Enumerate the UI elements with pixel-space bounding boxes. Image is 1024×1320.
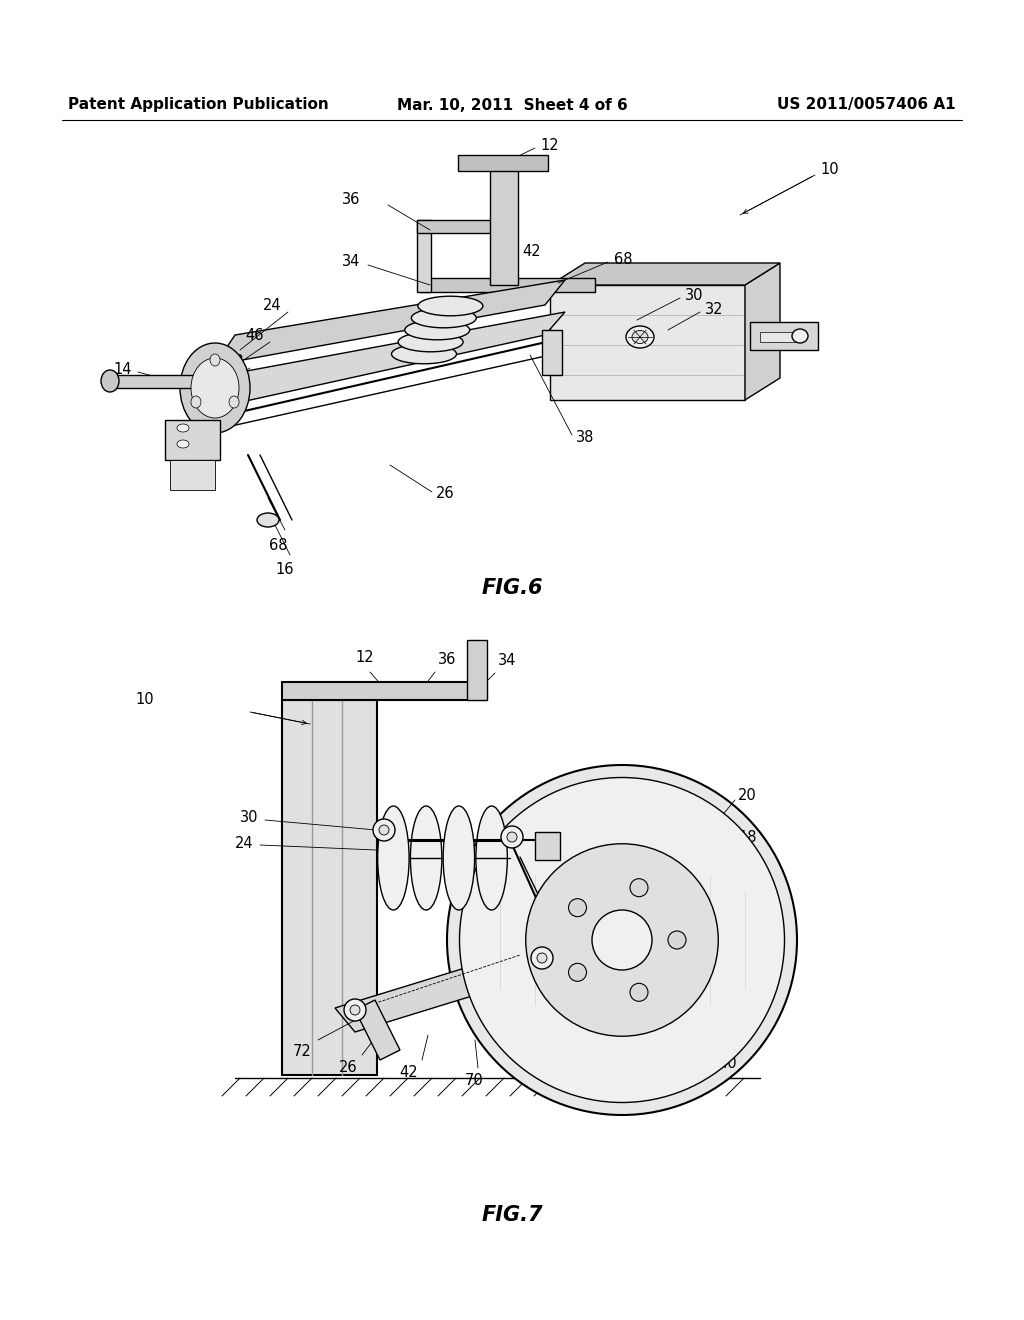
Bar	[550, 285, 745, 400]
Text: 26: 26	[436, 487, 455, 502]
Bar	[417, 220, 431, 292]
Ellipse shape	[191, 358, 239, 418]
Text: 46: 46	[246, 329, 264, 343]
Text: 14: 14	[114, 363, 132, 378]
Ellipse shape	[229, 396, 239, 408]
Ellipse shape	[501, 826, 523, 847]
Ellipse shape	[626, 326, 654, 348]
Text: FIG.7: FIG.7	[481, 1205, 543, 1225]
Text: 42: 42	[399, 1065, 418, 1080]
Bar	[760, 333, 800, 342]
Ellipse shape	[101, 370, 119, 392]
Ellipse shape	[190, 396, 201, 408]
Text: 72: 72	[293, 1044, 312, 1059]
Text: 34: 34	[342, 255, 360, 269]
Text: 68: 68	[268, 539, 288, 553]
Text: 30: 30	[685, 289, 703, 304]
Ellipse shape	[373, 818, 395, 841]
Text: 40: 40	[718, 1056, 736, 1071]
Bar	[535, 832, 560, 861]
Text: 18: 18	[738, 829, 757, 845]
Text: 68: 68	[614, 252, 633, 268]
Ellipse shape	[418, 296, 483, 315]
Polygon shape	[355, 1001, 400, 1060]
Text: 32: 32	[705, 302, 724, 318]
Text: Patent Application Publication: Patent Application Publication	[68, 98, 329, 112]
Text: 16: 16	[275, 562, 294, 577]
Ellipse shape	[210, 354, 220, 366]
Text: 30: 30	[240, 810, 258, 825]
Text: US 2011/0057406 A1: US 2011/0057406 A1	[777, 98, 956, 112]
Text: 36: 36	[342, 193, 360, 207]
Bar	[282, 700, 377, 1074]
Ellipse shape	[344, 999, 366, 1020]
Text: 48: 48	[225, 355, 244, 370]
Ellipse shape	[507, 832, 517, 842]
Text: FIG.6: FIG.6	[481, 578, 543, 598]
Bar	[417, 220, 502, 234]
Text: 12: 12	[540, 137, 559, 153]
Ellipse shape	[460, 777, 784, 1102]
Text: 70: 70	[465, 1073, 483, 1088]
Bar	[490, 165, 518, 285]
Polygon shape	[110, 375, 195, 388]
Bar	[467, 640, 487, 700]
Ellipse shape	[180, 343, 250, 433]
Polygon shape	[335, 948, 550, 1032]
Ellipse shape	[668, 931, 686, 949]
Polygon shape	[205, 312, 565, 411]
Ellipse shape	[476, 807, 507, 909]
Ellipse shape	[177, 424, 189, 432]
Bar	[750, 322, 818, 350]
Ellipse shape	[404, 321, 470, 339]
Text: 24: 24	[234, 836, 253, 850]
Ellipse shape	[391, 345, 457, 364]
Text: 26: 26	[339, 1060, 358, 1074]
Ellipse shape	[443, 807, 474, 909]
Ellipse shape	[568, 899, 587, 916]
Ellipse shape	[792, 329, 808, 343]
Text: 34: 34	[498, 653, 516, 668]
Ellipse shape	[379, 825, 389, 836]
Ellipse shape	[630, 983, 648, 1002]
Ellipse shape	[525, 843, 718, 1036]
Bar	[542, 330, 562, 375]
Polygon shape	[550, 263, 780, 285]
Text: 36: 36	[438, 652, 457, 667]
Text: 42: 42	[522, 244, 541, 260]
Ellipse shape	[412, 308, 476, 327]
Bar	[170, 459, 215, 490]
Text: Mar. 10, 2011  Sheet 4 of 6: Mar. 10, 2011 Sheet 4 of 6	[396, 98, 628, 112]
Text: 12: 12	[355, 649, 375, 665]
Ellipse shape	[177, 440, 189, 447]
Ellipse shape	[537, 953, 547, 964]
Text: 10: 10	[820, 162, 839, 177]
Ellipse shape	[257, 513, 279, 527]
Bar	[420, 279, 595, 292]
Ellipse shape	[447, 766, 797, 1115]
Bar	[282, 682, 487, 700]
Ellipse shape	[630, 879, 648, 896]
Bar	[165, 420, 220, 459]
Polygon shape	[215, 280, 565, 366]
Ellipse shape	[350, 1005, 360, 1015]
Ellipse shape	[592, 909, 652, 970]
Text: 20: 20	[738, 788, 757, 804]
Ellipse shape	[378, 807, 410, 909]
Text: 24: 24	[263, 297, 282, 313]
Bar	[458, 154, 548, 172]
Ellipse shape	[531, 946, 553, 969]
Polygon shape	[745, 263, 780, 400]
Text: 10: 10	[135, 693, 154, 708]
Ellipse shape	[632, 330, 648, 343]
Ellipse shape	[398, 333, 463, 352]
Ellipse shape	[568, 964, 587, 981]
Ellipse shape	[411, 807, 441, 909]
Text: 38: 38	[575, 430, 594, 446]
